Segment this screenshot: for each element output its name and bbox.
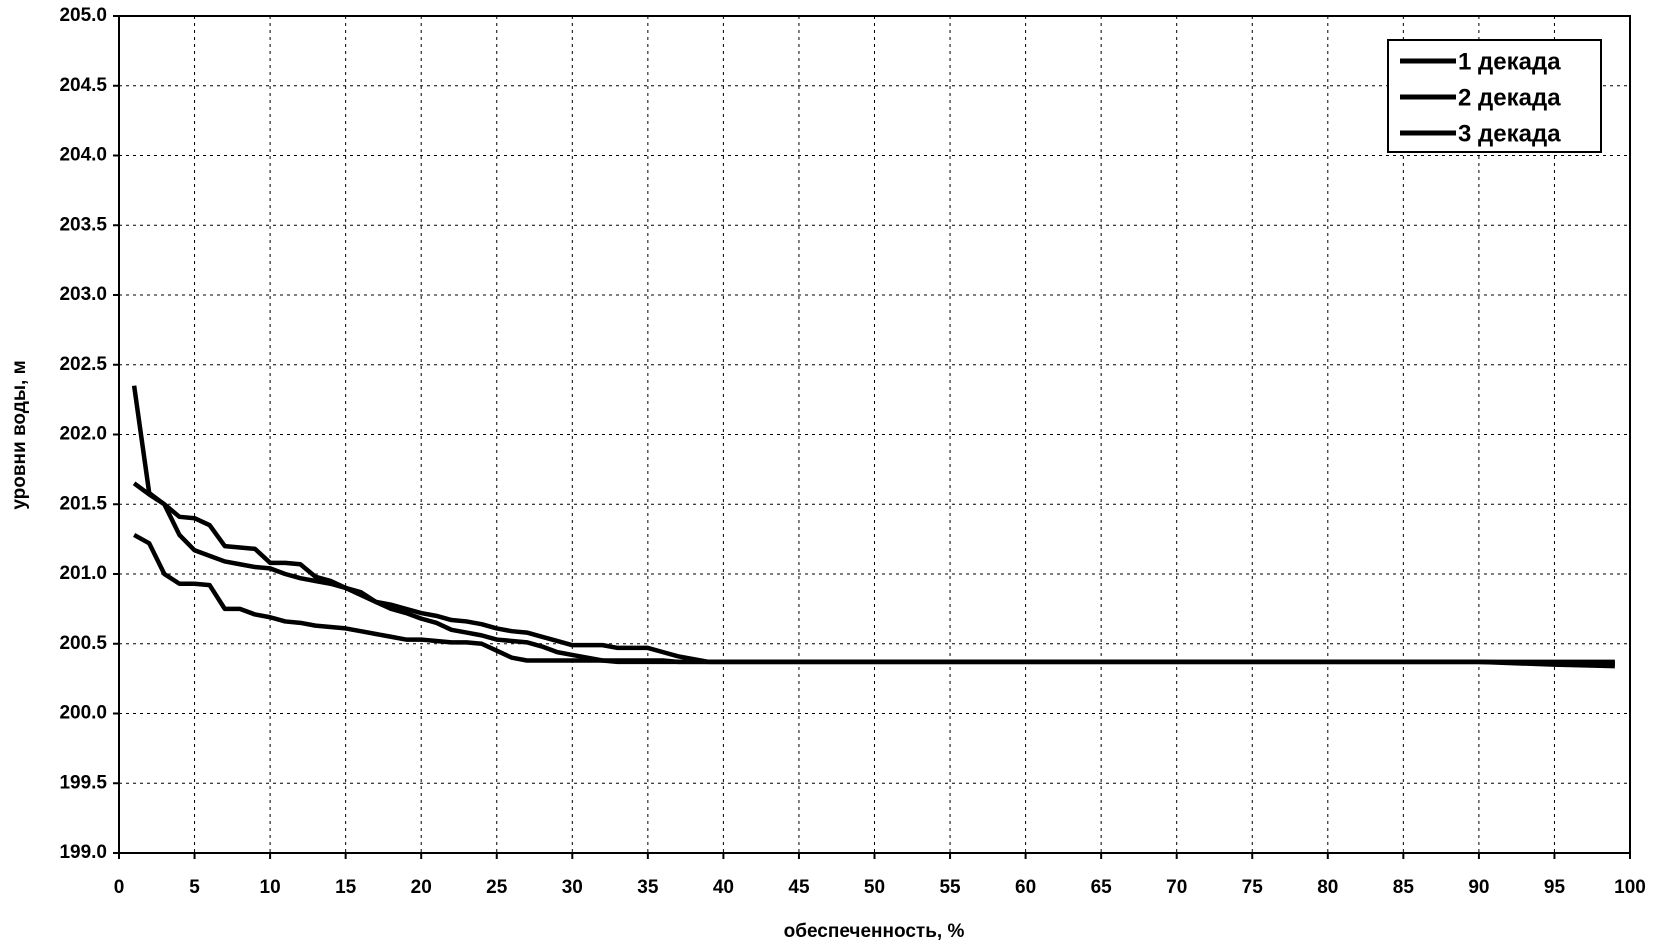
x-tick-label: 80 (1317, 877, 1338, 898)
series-line (133, 532, 1615, 666)
x-tick-label: 10 (260, 877, 281, 898)
y-tick-label: 204.5 (59, 75, 107, 96)
x-tick-label: 70 (1166, 877, 1187, 898)
x-tick-label: 15 (335, 877, 357, 898)
x-tick-label: 85 (1393, 877, 1415, 898)
x-tick-label: 45 (788, 877, 810, 898)
x-tick-label: 65 (1091, 877, 1113, 898)
y-tick-label: 202.0 (59, 424, 107, 445)
x-tick-label: 20 (411, 877, 432, 898)
plot-frame (118, 15, 1631, 854)
x-axis-title: обеспеченность, % (784, 921, 965, 942)
series-line (132, 481, 1615, 665)
y-tick-label: 203.0 (59, 284, 107, 305)
y-tick-label: 200.0 (59, 703, 107, 724)
y-tick-label: 201.0 (59, 563, 107, 584)
legend-label: 3 декада (1458, 120, 1561, 147)
x-tick-label: 30 (562, 877, 583, 898)
y-tick-label: 203.5 (59, 214, 107, 235)
x-tick-label: 0 (114, 877, 125, 898)
x-tick-label: 50 (864, 877, 885, 898)
series-line (131, 385, 1615, 669)
x-tick-label: 5 (189, 877, 200, 898)
y-tick-label: 200.5 (59, 633, 107, 654)
x-tick-label: 90 (1468, 877, 1489, 898)
legend-label: 1 декада (1458, 48, 1561, 75)
x-tick-label: 55 (939, 877, 961, 898)
x-tick-label: 25 (486, 877, 508, 898)
x-tick-label: 75 (1242, 877, 1264, 898)
y-tick-label: 202.5 (59, 354, 107, 375)
x-tick-label: 100 (1614, 877, 1646, 898)
legend-label: 2 декада (1458, 84, 1561, 111)
y-tick-label: 205.0 (59, 5, 107, 26)
x-tick-label: 95 (1544, 877, 1566, 898)
y-axis-title: уровни воды, м (9, 360, 30, 509)
y-tick-label: 199.0 (59, 842, 107, 863)
y-tick-label: 201.5 (59, 493, 107, 514)
y-tick-label: 204.0 (59, 145, 107, 166)
x-tick-label: 35 (637, 877, 659, 898)
x-tick-label: 40 (713, 877, 734, 898)
x-tick-label: 60 (1015, 877, 1036, 898)
y-tick-label: 199.5 (59, 772, 107, 793)
